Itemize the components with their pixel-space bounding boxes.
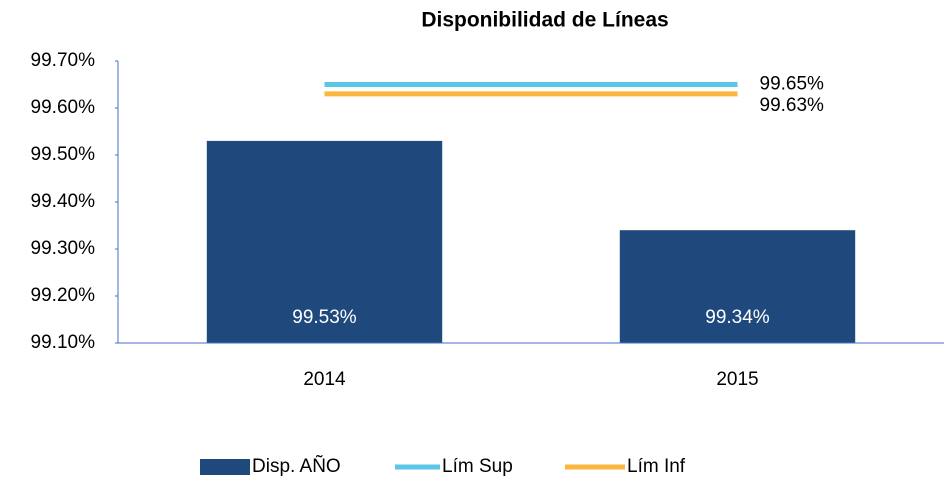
bar <box>619 230 856 343</box>
data-label: 99.63% <box>760 95 825 116</box>
data-label: 99.65% <box>760 74 825 95</box>
y-tick-label: 99.30% <box>31 238 96 259</box>
y-tick-label: 99.10% <box>31 332 96 353</box>
chart-title: Disponibilidad de Líneas <box>421 9 668 32</box>
legend-swatch <box>200 459 250 475</box>
x-tick-label: 2014 <box>303 369 346 390</box>
bar <box>206 140 443 343</box>
data-label: 99.53% <box>292 307 357 328</box>
legend-label: Lím Inf <box>627 456 686 477</box>
y-tick-label: 99.60% <box>31 97 96 118</box>
y-tick-label: 99.50% <box>31 144 96 165</box>
legend-label: Disp. AÑO <box>252 455 341 477</box>
y-tick-label: 99.20% <box>31 285 96 306</box>
legend-label: Lím Sup <box>442 456 513 477</box>
y-tick-label: 99.70% <box>31 50 96 71</box>
y-tick-label: 99.40% <box>31 191 96 212</box>
x-tick-label: 2015 <box>716 369 758 390</box>
data-label: 99.34% <box>705 307 770 328</box>
